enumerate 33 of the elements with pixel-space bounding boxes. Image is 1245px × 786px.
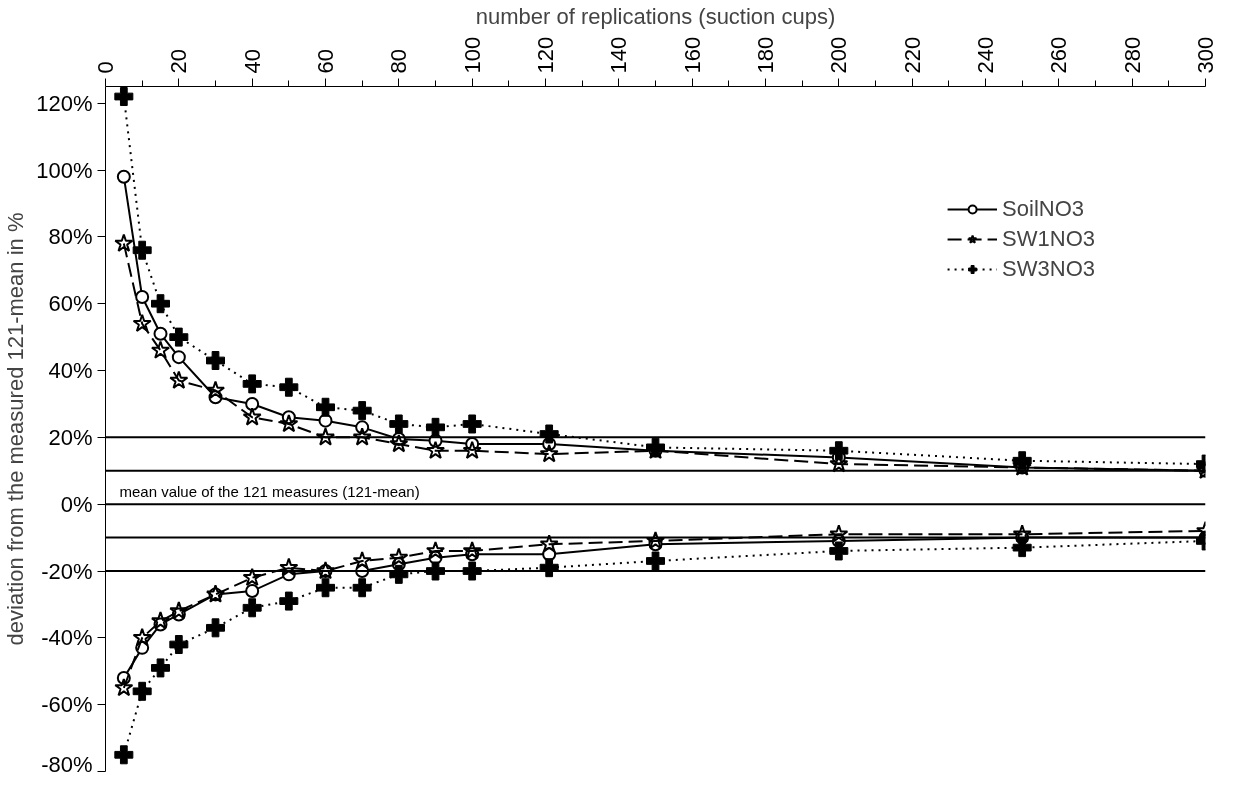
- x-tick-label: 160: [679, 36, 705, 74]
- x-tick-label: 0: [93, 61, 118, 74]
- x-tick-label: 40: [239, 49, 265, 74]
- x-tick-label: 20: [166, 49, 192, 74]
- x-tick-label: 220: [899, 36, 925, 74]
- x-tick-label: 100: [459, 36, 485, 74]
- y-tick-label: -20%: [41, 558, 93, 584]
- legend-label: SW3NO3: [1002, 256, 1095, 282]
- y-tick-label: 40%: [48, 358, 93, 384]
- y-axis-title: deviation from the measured 121-mean in %: [3, 212, 29, 646]
- y-tick-label: 80%: [48, 224, 93, 250]
- y-tick-label: 100%: [36, 157, 93, 183]
- y-tick-label: 20%: [48, 424, 93, 450]
- x-tick-label: 140: [606, 36, 632, 74]
- legend-label: SW1NO3: [1002, 226, 1095, 252]
- y-tick-label: -40%: [41, 625, 93, 651]
- x-tick-label: 300: [1193, 36, 1218, 74]
- x-tick-label: 240: [973, 36, 998, 74]
- y-tick-label: -80%: [41, 751, 93, 777]
- x-axis-title: number of replications (suction cups): [475, 3, 836, 29]
- y-tick-label: 120%: [36, 90, 93, 116]
- x-tick-label: 280: [1119, 36, 1145, 74]
- x-tick-label: 80: [386, 49, 412, 74]
- x-tick-label: 60: [313, 49, 338, 74]
- y-tick-label: -60%: [41, 692, 93, 718]
- ref-line-label: mean value of the 121 measures (121-mean): [119, 483, 420, 501]
- x-tick-label: 120: [533, 36, 558, 74]
- y-tick-label: 60%: [48, 291, 93, 317]
- legend-label: SoilNO3: [1002, 196, 1084, 222]
- x-tick-label: 260: [1046, 36, 1072, 74]
- x-tick-label: 200: [826, 36, 852, 74]
- x-tick-label: 180: [753, 36, 778, 74]
- y-tick-label: 0%: [60, 491, 93, 517]
